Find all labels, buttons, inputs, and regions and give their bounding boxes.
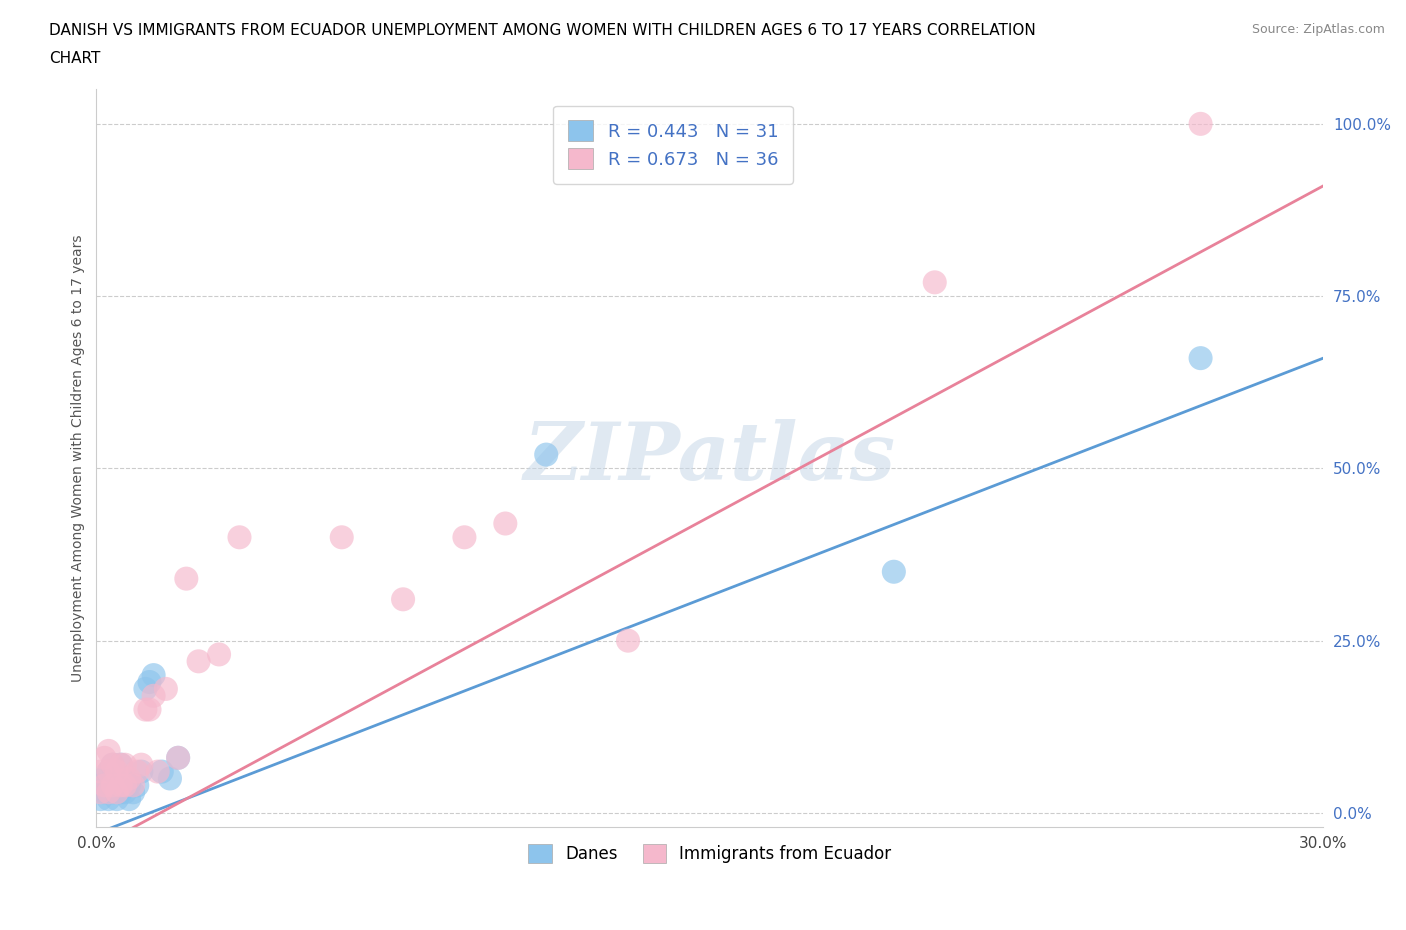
Point (208, 647, 231, 662)
Point (114, 771, 136, 786)
Y-axis label: Unemployment Among Women with Children Ages 6 to 17 years: Unemployment Among Women with Children A… (72, 234, 86, 682)
Point (453, 530, 475, 545)
Point (534, 447, 557, 462)
Text: ZIPatlas: ZIPatlas (524, 419, 896, 497)
Point (114, 777, 136, 792)
Point (89, 791, 111, 806)
Point (93, 771, 115, 786)
Point (101, 785, 124, 800)
Point (176, 571, 198, 586)
Point (101, 757, 124, 772)
Point (114, 785, 136, 800)
Point (131, 764, 153, 779)
Point (118, 791, 141, 806)
Point (105, 791, 128, 806)
Point (97, 777, 120, 792)
Point (97, 791, 120, 806)
Point (494, 516, 516, 531)
Point (101, 771, 124, 786)
Point (110, 777, 132, 792)
Point (142, 688, 165, 703)
Point (110, 771, 132, 786)
Point (122, 777, 145, 792)
Text: CHART: CHART (49, 51, 101, 66)
Point (122, 785, 145, 800)
Point (97, 764, 120, 779)
Text: DANISH VS IMMIGRANTS FROM ECUADOR UNEMPLOYMENT AMONG WOMEN WITH CHILDREN AGES 6 : DANISH VS IMMIGRANTS FROM ECUADOR UNEMPL… (49, 23, 1036, 38)
Point (114, 757, 136, 772)
Point (924, 275, 946, 290)
Point (155, 682, 177, 697)
Point (118, 777, 141, 792)
Point (1189, 351, 1212, 365)
Point (134, 682, 156, 697)
Point (134, 702, 156, 717)
Point (138, 674, 160, 689)
Point (89, 777, 111, 792)
Point (159, 771, 181, 786)
Legend: Danes, Immigrants from Ecuador: Danes, Immigrants from Ecuador (522, 837, 898, 870)
Point (392, 591, 415, 606)
Point (105, 777, 128, 792)
Point (101, 777, 124, 792)
Point (97, 785, 120, 800)
Point (228, 530, 250, 545)
Point (131, 757, 153, 772)
Point (330, 530, 353, 545)
Point (110, 785, 132, 800)
Point (93, 785, 115, 800)
Point (105, 764, 128, 779)
Point (93, 751, 115, 765)
Point (127, 764, 149, 779)
Point (142, 668, 165, 683)
Point (883, 565, 905, 579)
Point (187, 654, 209, 669)
Point (105, 785, 128, 800)
Point (127, 777, 149, 792)
Point (1189, 116, 1212, 131)
Point (89, 785, 111, 800)
Point (110, 757, 132, 772)
Point (138, 702, 160, 717)
Point (617, 633, 640, 648)
Point (93, 777, 115, 792)
Point (101, 757, 124, 772)
Point (97, 743, 120, 758)
Point (97, 764, 120, 779)
Point (118, 771, 141, 786)
Point (167, 751, 190, 765)
Point (89, 764, 111, 779)
Text: Source: ZipAtlas.com: Source: ZipAtlas.com (1251, 23, 1385, 36)
Point (110, 757, 132, 772)
Point (167, 751, 190, 765)
Point (150, 764, 173, 779)
Point (146, 764, 169, 779)
